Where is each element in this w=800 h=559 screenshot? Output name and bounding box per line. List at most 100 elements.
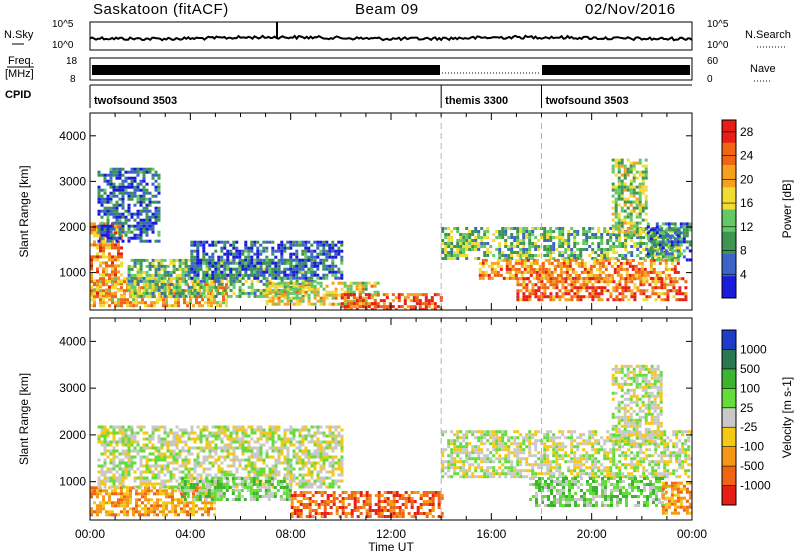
heatmap-cell (149, 192, 152, 195)
heatmap-cell (618, 168, 621, 171)
heatmap-cell (268, 241, 271, 244)
heatmap-cell (227, 286, 230, 289)
heatmap-cell (206, 426, 209, 429)
heatmap-cell (123, 504, 126, 507)
heatmap-cell (131, 441, 134, 444)
heatmap-cell (453, 257, 456, 260)
heatmap-cell (93, 295, 96, 298)
heatmap-cell (546, 280, 549, 283)
heatmap-cell (171, 510, 174, 513)
heatmap-cell (278, 268, 281, 271)
heatmap-cell (179, 438, 182, 441)
heatmap-cell (141, 507, 144, 510)
heatmap-cell (128, 183, 131, 186)
heatmap-cell (546, 239, 549, 242)
heatmap-cell (597, 292, 600, 295)
heatmap-cell (380, 299, 383, 302)
heatmap-cell (546, 248, 549, 251)
heatmap-cell (657, 277, 660, 280)
heatmap-cell (272, 285, 275, 288)
heatmap-cell (140, 447, 143, 450)
heatmap-cell (110, 177, 113, 180)
heatmap-cell (131, 192, 134, 195)
heatmap-cell (621, 195, 624, 198)
heatmap-cell (486, 242, 489, 245)
heatmap-cell (209, 456, 212, 459)
heatmap-cell (134, 192, 137, 195)
heatmap-cell (392, 305, 395, 308)
heatmap-cell (591, 277, 594, 280)
heatmap-cell (606, 230, 609, 233)
heatmap-cell (185, 259, 188, 262)
heatmap-cell (93, 298, 96, 301)
heatmap-cell (149, 438, 152, 441)
heatmap-cell (227, 453, 230, 456)
heatmap-cell (301, 250, 304, 253)
heatmap-cell (219, 304, 222, 307)
heatmap-cell (274, 265, 277, 268)
heatmap-cell (594, 289, 597, 292)
heatmap-cell (197, 465, 200, 468)
heatmap-cell (287, 291, 290, 294)
heatmap-cell (630, 189, 633, 192)
heatmap-cell (200, 432, 203, 435)
heatmap-cell (251, 456, 254, 459)
heatmap-cell (159, 510, 162, 513)
heatmap-cell (230, 295, 233, 298)
heatmap-cell (572, 277, 575, 280)
heatmap-cell (576, 233, 579, 236)
heatmap-cell (173, 441, 176, 444)
heatmap-cell (196, 253, 199, 256)
heatmap-cell (308, 288, 311, 291)
heatmap-cell (206, 262, 209, 265)
heatmap-cell (513, 251, 516, 254)
heatmap-cell (236, 447, 239, 450)
heatmap-cell (239, 441, 242, 444)
heatmap-cell (278, 435, 281, 438)
heatmap-cell (146, 192, 149, 195)
heatmap-cell (134, 265, 137, 268)
heatmap-cell (597, 295, 600, 298)
heatmap-cell (120, 304, 123, 307)
heatmap-cell (630, 225, 633, 228)
heatmap-cell (527, 271, 530, 274)
heatmap-cell (131, 438, 134, 441)
heatmap-cell (287, 465, 290, 468)
heatmap-cell (116, 486, 119, 489)
heatmap-cell (251, 280, 254, 283)
heatmap-cell (365, 285, 368, 288)
heatmap-cell (686, 228, 689, 231)
heatmap-cell (235, 253, 238, 256)
heatmap-cell (546, 254, 549, 257)
heatmap-cell (639, 222, 642, 225)
heatmap-cell (173, 295, 176, 298)
heatmap-cell (558, 280, 561, 283)
heatmap-cell (150, 301, 153, 304)
y-tick-label: 1000 (59, 266, 86, 280)
heatmap-cell (156, 504, 159, 507)
heatmap-cell (183, 507, 186, 510)
heatmap-cell (594, 292, 597, 295)
heatmap-cell (238, 271, 241, 274)
heatmap-cell (108, 285, 111, 288)
heatmap-cell (116, 219, 119, 222)
heatmap-cell (599, 268, 602, 271)
heatmap-cell (102, 249, 105, 252)
heatmap-cell (204, 501, 207, 504)
heatmap-cell (167, 274, 170, 277)
heatmap-cell (280, 277, 283, 280)
heatmap-cell (624, 242, 627, 245)
heatmap-cell (209, 283, 212, 286)
heatmap-cell (110, 234, 113, 237)
heatmap-cell (569, 262, 572, 265)
heatmap-cell (203, 280, 206, 283)
heatmap-cell (311, 483, 314, 486)
heatmap-cell (158, 271, 161, 274)
heatmap-cell (134, 292, 137, 295)
heatmap-cell (259, 244, 262, 247)
heatmap-cell (624, 231, 627, 234)
heatmap-cell (233, 426, 236, 429)
heatmap-cell (153, 507, 156, 510)
heatmap-cell (326, 285, 329, 288)
heatmap-cell (209, 435, 212, 438)
